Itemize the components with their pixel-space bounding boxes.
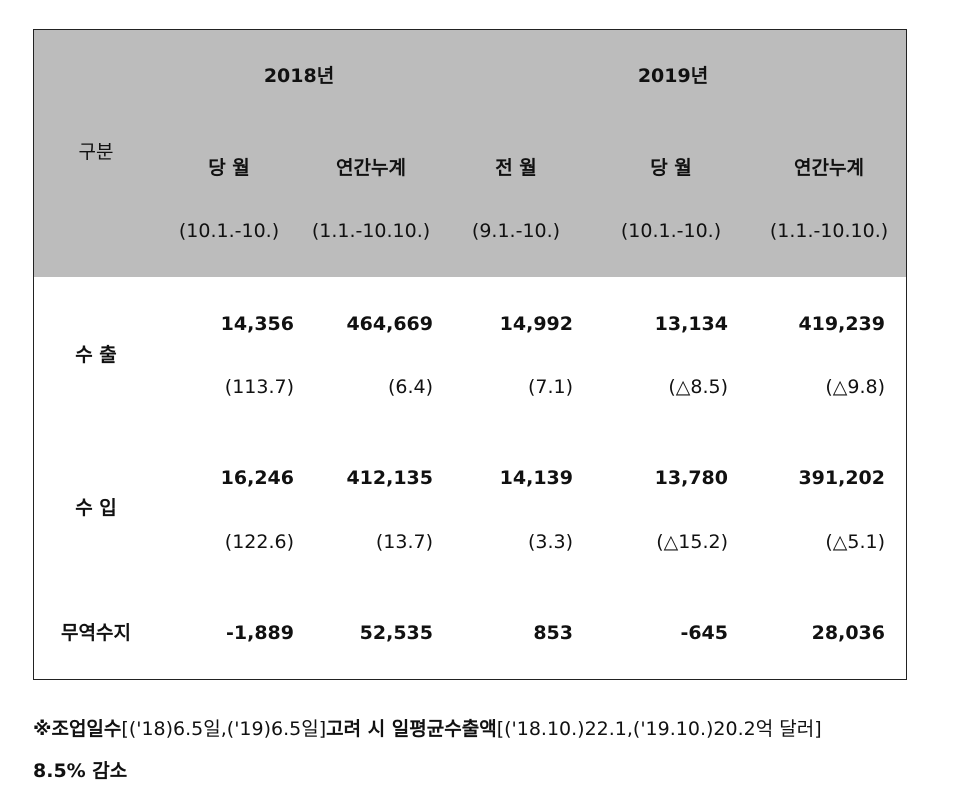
change-cell: (13.7) xyxy=(375,531,433,553)
table-cell: 14,992 xyxy=(499,313,573,335)
table-cell: 464,669 xyxy=(346,313,433,335)
table-cell: 853 xyxy=(533,622,573,644)
footnote: ※조업일수[('18)6.5일,('19)6.5일]고려 시 일평균수출액[('… xyxy=(33,708,933,792)
column-header: 전 월 xyxy=(495,157,537,179)
change-cell: (△8.5) xyxy=(668,376,728,398)
footnote-part: [('18.10.)22.1,('19.10.)20.2억 달러] xyxy=(496,718,822,740)
table-cell: 13,134 xyxy=(654,313,728,335)
footnote-part: ※조업일수 xyxy=(33,718,122,740)
table-cell: -1,889 xyxy=(226,622,294,644)
table-cell: 28,036 xyxy=(811,622,885,644)
change-cell: (7.1) xyxy=(527,376,573,398)
column-header: 연간누계 xyxy=(336,157,406,179)
table-cell: 419,239 xyxy=(798,313,885,335)
trade-table: 구분 2018년 2019년 당 월 연간누계 전 월 당 월 연간누계 (10… xyxy=(33,29,907,680)
change-cell: (△5.1) xyxy=(825,531,885,553)
table-cell: 412,135 xyxy=(346,467,433,489)
table-cell: 16,246 xyxy=(220,467,294,489)
row-label-imports: 수 입 xyxy=(75,497,117,519)
column-header: 당 월 xyxy=(208,157,250,179)
column-period: (9.1.-10.) xyxy=(471,220,561,242)
table-cell: 391,202 xyxy=(798,467,885,489)
table-header xyxy=(34,30,906,277)
column-period: (10.1.-10.) xyxy=(620,220,722,242)
footnote-part: 8.5% 감소 xyxy=(33,760,128,782)
footnote-part: 고려 시 일평균수출액 xyxy=(326,718,497,740)
table-cell: 52,535 xyxy=(359,622,433,644)
year-2018-header: 2018년 xyxy=(263,65,335,87)
row-label-exports: 수 출 xyxy=(75,344,117,366)
column-header: 당 월 xyxy=(650,157,692,179)
column-header: 연간누계 xyxy=(794,157,864,179)
change-cell: (△15.2) xyxy=(656,531,728,553)
row-label-trade-balance: 무역수지 xyxy=(61,622,131,644)
table-cell: -645 xyxy=(680,622,728,644)
table-cell: 14,356 xyxy=(220,313,294,335)
change-cell: (△9.8) xyxy=(825,376,885,398)
column-period: (1.1.-10.10.) xyxy=(769,220,889,242)
change-cell: (3.3) xyxy=(527,531,573,553)
table-cell: 13,780 xyxy=(654,467,728,489)
table-cell: 14,139 xyxy=(499,467,573,489)
column-period: (1.1.-10.10.) xyxy=(311,220,431,242)
year-2019-header: 2019년 xyxy=(637,65,709,87)
column-period: (10.1.-10.) xyxy=(178,220,280,242)
change-cell: (122.6) xyxy=(224,531,294,553)
footnote-part: [('18)6.5일,('19)6.5일] xyxy=(121,718,327,740)
change-cell: (6.4) xyxy=(387,376,433,398)
category-header: 구분 xyxy=(78,141,114,163)
change-cell: (113.7) xyxy=(224,376,294,398)
